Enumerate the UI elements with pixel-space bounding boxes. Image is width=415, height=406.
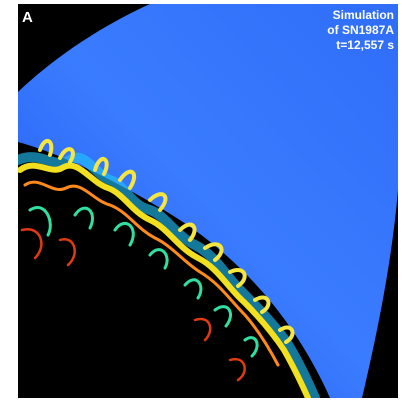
panel-label: A [22,9,33,26]
page: A Simulation of SN1987A t=12,557 s (() =… [0,0,415,406]
caption-line: t=12,557 s [336,38,394,52]
caption-line: Simulation [333,8,394,22]
simulation-image: A Simulation of SN1987A t=12,557 s [0,0,415,406]
caption-line: of SN1987A [327,23,394,37]
